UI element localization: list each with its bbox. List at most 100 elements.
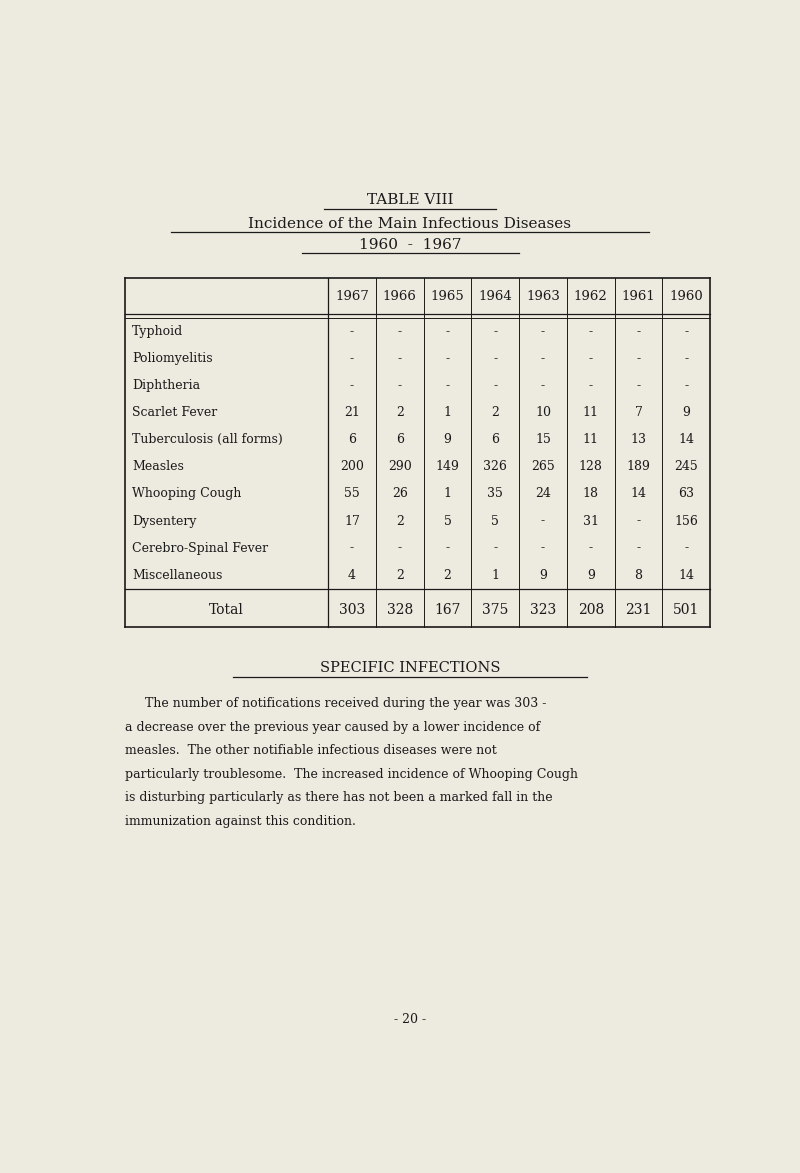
Text: 7: 7 — [634, 406, 642, 419]
Text: 9: 9 — [682, 406, 690, 419]
Text: -: - — [541, 325, 545, 338]
Text: -: - — [350, 352, 354, 365]
Text: -: - — [350, 542, 354, 555]
Text: 8: 8 — [634, 569, 642, 582]
Text: 2: 2 — [396, 406, 404, 419]
Text: The number of notifications received during the year was 303 -: The number of notifications received dur… — [125, 697, 546, 710]
Text: -: - — [637, 542, 641, 555]
Text: 501: 501 — [673, 603, 699, 617]
Text: Poliomyelitis: Poliomyelitis — [132, 352, 213, 365]
Text: -: - — [446, 542, 450, 555]
Text: -: - — [637, 379, 641, 392]
Text: 328: 328 — [386, 603, 413, 617]
Text: -: - — [350, 379, 354, 392]
Text: 231: 231 — [626, 603, 652, 617]
Text: 35: 35 — [487, 488, 503, 501]
Text: Measles: Measles — [132, 460, 184, 474]
Text: 5: 5 — [491, 515, 499, 528]
Text: 2: 2 — [491, 406, 499, 419]
Text: 11: 11 — [582, 406, 598, 419]
Text: Miscellaneous: Miscellaneous — [132, 569, 222, 582]
Text: 245: 245 — [674, 460, 698, 474]
Text: 1965: 1965 — [430, 290, 464, 303]
Text: 9: 9 — [539, 569, 547, 582]
Text: -: - — [637, 325, 641, 338]
Text: -: - — [637, 352, 641, 365]
Text: Dysentery: Dysentery — [132, 515, 197, 528]
Text: -: - — [589, 379, 593, 392]
Text: TABLE VIII: TABLE VIII — [366, 194, 454, 208]
Text: 5: 5 — [443, 515, 451, 528]
Text: -: - — [684, 379, 688, 392]
Text: a decrease over the previous year caused by a lower incidence of: a decrease over the previous year caused… — [125, 720, 540, 733]
Text: 14: 14 — [630, 488, 646, 501]
Text: 1967: 1967 — [335, 290, 369, 303]
Text: 14: 14 — [678, 569, 694, 582]
Text: 14: 14 — [678, 433, 694, 446]
Text: Cerebro-Spinal Fever: Cerebro-Spinal Fever — [132, 542, 268, 555]
Text: is disturbing particularly as there has not been a marked fall in the: is disturbing particularly as there has … — [125, 791, 553, 804]
Text: -: - — [684, 352, 688, 365]
Text: - 20 -: - 20 - — [394, 1013, 426, 1026]
Text: 1: 1 — [491, 569, 499, 582]
Text: 375: 375 — [482, 603, 509, 617]
Text: 63: 63 — [678, 488, 694, 501]
Text: Tuberculosis (all forms): Tuberculosis (all forms) — [132, 433, 283, 446]
Text: 1966: 1966 — [383, 290, 417, 303]
Text: Scarlet Fever: Scarlet Fever — [132, 406, 218, 419]
Text: 265: 265 — [531, 460, 555, 474]
Text: 18: 18 — [582, 488, 598, 501]
Text: 1960: 1960 — [670, 290, 703, 303]
Text: 208: 208 — [578, 603, 604, 617]
Text: 11: 11 — [582, 433, 598, 446]
Text: 6: 6 — [396, 433, 404, 446]
Text: Incidence of the Main Infectious Diseases: Incidence of the Main Infectious Disease… — [249, 217, 571, 231]
Text: Whooping Cough: Whooping Cough — [132, 488, 242, 501]
Text: 21: 21 — [344, 406, 360, 419]
Text: SPECIFIC INFECTIONS: SPECIFIC INFECTIONS — [320, 662, 500, 674]
Text: 17: 17 — [344, 515, 360, 528]
Text: 303: 303 — [339, 603, 365, 617]
Text: Typhoid: Typhoid — [132, 325, 183, 338]
Text: 326: 326 — [483, 460, 507, 474]
Text: -: - — [493, 379, 498, 392]
Text: -: - — [493, 325, 498, 338]
Text: 2: 2 — [396, 569, 404, 582]
Text: 156: 156 — [674, 515, 698, 528]
Text: 189: 189 — [626, 460, 650, 474]
Text: 55: 55 — [344, 488, 360, 501]
Text: 1961: 1961 — [622, 290, 655, 303]
Text: 6: 6 — [348, 433, 356, 446]
Text: 1: 1 — [443, 406, 451, 419]
Text: -: - — [493, 352, 498, 365]
Text: 290: 290 — [388, 460, 412, 474]
Text: measles.  The other notifiable infectious diseases were not: measles. The other notifiable infectious… — [125, 744, 497, 757]
Text: -: - — [541, 352, 545, 365]
Text: -: - — [684, 325, 688, 338]
Text: 149: 149 — [435, 460, 459, 474]
Text: Total: Total — [209, 603, 244, 617]
Text: 31: 31 — [582, 515, 598, 528]
Text: 1964: 1964 — [478, 290, 512, 303]
Text: 13: 13 — [630, 433, 646, 446]
Text: 1963: 1963 — [526, 290, 560, 303]
Text: 6: 6 — [491, 433, 499, 446]
Text: 2: 2 — [396, 515, 404, 528]
Text: -: - — [446, 379, 450, 392]
Text: -: - — [493, 542, 498, 555]
Text: 1962: 1962 — [574, 290, 608, 303]
Text: 9: 9 — [586, 569, 594, 582]
Text: 15: 15 — [535, 433, 551, 446]
Text: -: - — [541, 515, 545, 528]
Text: -: - — [446, 352, 450, 365]
Text: -: - — [589, 325, 593, 338]
Text: 200: 200 — [340, 460, 364, 474]
Text: 167: 167 — [434, 603, 461, 617]
Text: -: - — [637, 515, 641, 528]
Text: -: - — [541, 542, 545, 555]
Text: particularly troublesome.  The increased incidence of Whooping Cough: particularly troublesome. The increased … — [125, 767, 578, 780]
Text: -: - — [446, 325, 450, 338]
Text: -: - — [541, 379, 545, 392]
Text: 1: 1 — [443, 488, 451, 501]
Text: 10: 10 — [535, 406, 551, 419]
